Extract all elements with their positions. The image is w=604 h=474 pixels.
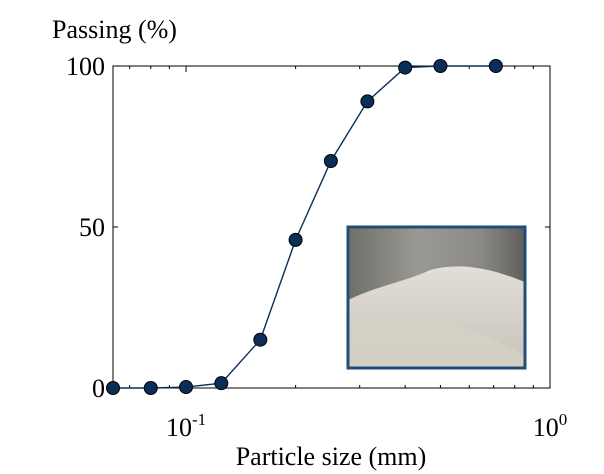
y-axis-label: Passing (%) bbox=[52, 15, 177, 44]
data-point bbox=[488, 59, 503, 73]
x-tick-label: 100 bbox=[533, 410, 568, 442]
inset-photo-border bbox=[346, 225, 527, 370]
x-tick-label: 10-1 bbox=[166, 410, 206, 442]
data-point bbox=[179, 380, 194, 395]
data-point bbox=[323, 153, 338, 168]
data-point bbox=[398, 60, 413, 75]
data-point bbox=[106, 381, 120, 395]
x-ticks: 10-1 100 bbox=[129, 66, 568, 442]
y-tick-label: 100 bbox=[66, 52, 105, 81]
inset-photo bbox=[346, 225, 527, 370]
data-point bbox=[214, 376, 229, 391]
data-point bbox=[288, 232, 303, 247]
inset-photo-sand-foreground bbox=[348, 318, 525, 368]
data-point bbox=[253, 332, 268, 347]
y-ticks: 0 50 100 bbox=[66, 52, 550, 403]
data-point bbox=[433, 59, 448, 73]
series-group bbox=[106, 59, 503, 395]
y-tick-label: 50 bbox=[79, 213, 105, 242]
data-point bbox=[360, 94, 375, 109]
y-tick-label: 0 bbox=[92, 374, 105, 403]
x-axis-label: Particle size (mm) bbox=[236, 442, 427, 471]
data-point bbox=[143, 381, 158, 395]
